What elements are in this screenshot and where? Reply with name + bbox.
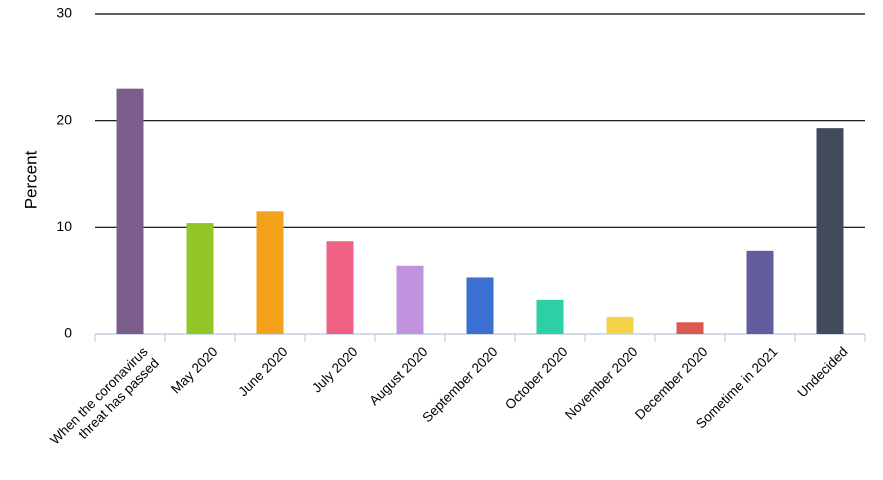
y-tick-label: 20 (56, 111, 72, 127)
bar (816, 128, 844, 334)
bar (466, 277, 494, 334)
bar (606, 316, 634, 334)
y-tick-label: 30 (56, 5, 72, 21)
y-tick-label: 10 (56, 218, 72, 234)
bar (186, 223, 214, 334)
bar (116, 88, 144, 335)
bar (746, 250, 774, 334)
y-tick-label: 0 (64, 325, 72, 341)
bar (256, 211, 284, 334)
bar (676, 322, 704, 334)
bar (536, 299, 564, 334)
bar (326, 241, 354, 334)
y-axis-label: Percent (21, 150, 40, 209)
bar (396, 265, 424, 334)
